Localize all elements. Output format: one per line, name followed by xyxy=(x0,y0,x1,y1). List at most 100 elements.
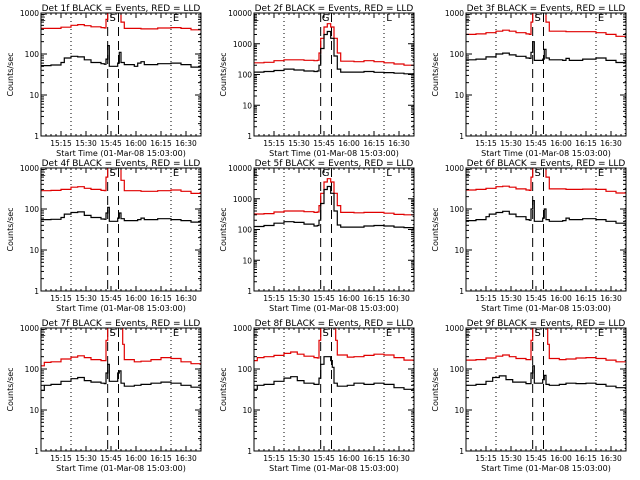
y-tick-label: 1000 xyxy=(233,195,252,204)
chart-title: Det 5f BLACK = Events, RED = LLD xyxy=(255,159,414,169)
chart-panel-3: Det 3f BLACK = Events, RED = LLD 1 10 100 10… xyxy=(431,4,627,158)
series-line-events xyxy=(466,200,626,224)
x-tick-label: 15:15 xyxy=(263,139,285,148)
x-axis-label: Start Time (01-Mar-08 15:03:00) xyxy=(269,149,399,158)
plot-frame xyxy=(465,12,627,137)
y-tick-label: 10 xyxy=(242,101,252,110)
interval-marker-s: S xyxy=(534,13,540,24)
x-tick-label: 16:15 xyxy=(150,454,172,463)
x-tick-label: 15:45 xyxy=(525,139,547,148)
y-tick-label: 10 xyxy=(29,406,39,415)
x-tick-label: 16:30 xyxy=(175,139,197,148)
chart-title: Det 6f BLACK = Events, RED = LLD xyxy=(467,159,626,169)
y-tick-label: 10 xyxy=(454,91,464,100)
series-line-events xyxy=(254,30,414,75)
interval-marker-e: E xyxy=(598,328,604,339)
y-tick-label: 1 xyxy=(247,447,252,456)
series-line-lld xyxy=(41,13,201,31)
chart-panel-8: Det 8f BLACK = Events, RED = LLD 1 10 100 10… xyxy=(219,319,415,473)
y-tick-label: 10000 xyxy=(228,9,252,18)
interval-marker-e: E xyxy=(465,168,471,179)
x-tick-label: 16:30 xyxy=(388,139,410,148)
y-tick-label: 1 xyxy=(34,132,39,141)
y-tick-label: 1000 xyxy=(445,9,464,18)
y-tick-label: 100 xyxy=(450,50,465,59)
x-tick-label: 16:00 xyxy=(125,294,147,303)
y-axis-label: Counts/sec xyxy=(6,52,15,96)
x-tick-label: 15:15 xyxy=(50,454,72,463)
interval-marker-l: L xyxy=(386,168,392,179)
x-tick-label: 15:30 xyxy=(288,454,310,463)
interval-marker-e: E xyxy=(598,168,604,179)
x-tick-label: 16:00 xyxy=(125,454,147,463)
x-axis-label: Start Time (01-Mar-08 15:03:00) xyxy=(56,304,186,313)
y-axis-label: Counts/sec xyxy=(219,207,228,251)
plot-frame xyxy=(40,327,202,452)
chart-title: Det 1f BLACK = Events, RED = LLD xyxy=(42,4,201,14)
x-tick-label: 16:15 xyxy=(575,454,597,463)
plot-frame xyxy=(465,167,627,292)
x-tick-label: 15:45 xyxy=(100,294,122,303)
x-tick-label: 16:30 xyxy=(600,139,622,148)
y-tick-label: 10 xyxy=(454,406,464,415)
x-axis-label: Start Time (01-Mar-08 15:03:00) xyxy=(269,464,399,473)
x-axis-label: Start Time (01-Mar-08 15:03:00) xyxy=(269,304,399,313)
x-tick-label: 16:30 xyxy=(388,454,410,463)
y-tick-label: 1000 xyxy=(445,324,464,333)
x-tick-label: 16:00 xyxy=(550,139,572,148)
x-axis-label: Start Time (01-Mar-08 15:03:00) xyxy=(481,149,611,158)
series-line-events xyxy=(254,185,414,229)
series-line-events xyxy=(41,206,201,223)
x-tick-label: 16:15 xyxy=(150,294,172,303)
x-tick-label: 15:15 xyxy=(475,139,497,148)
interval-marker-e: E xyxy=(40,13,46,24)
plot-frame xyxy=(40,167,202,292)
y-tick-label: 1 xyxy=(459,287,464,296)
series-line-events xyxy=(41,44,201,68)
y-tick-label: 10 xyxy=(242,256,252,265)
series-line-lld xyxy=(254,178,414,216)
x-tick-label: 16:00 xyxy=(550,454,572,463)
interval-marker-l: L xyxy=(253,168,259,179)
y-tick-label: 100 xyxy=(450,205,465,214)
x-tick-label: 16:30 xyxy=(600,294,622,303)
y-axis-label: Counts/sec xyxy=(6,367,15,411)
y-tick-label: 1000 xyxy=(233,324,252,333)
x-tick-label: 15:15 xyxy=(475,454,497,463)
chart-title: Det 7f BLACK = Events, RED = LLD xyxy=(42,319,201,329)
x-tick-label: 16:00 xyxy=(550,294,572,303)
x-tick-label: 15:45 xyxy=(525,294,547,303)
x-axis-label: Start Time (01-Mar-08 15:03:00) xyxy=(481,304,611,313)
interval-marker-e: E xyxy=(173,328,179,339)
chart-panel-1: Det 1f BLACK = Events, RED = LLD 1 10 100 10… xyxy=(6,4,202,158)
chart-panel-9: Det 9f BLACK = Events, RED = LLD 1 10 100 10… xyxy=(431,319,627,473)
series-line-lld xyxy=(254,23,414,66)
x-tick-label: 15:30 xyxy=(500,139,522,148)
y-axis-label: Counts/sec xyxy=(431,367,440,411)
x-tick-label: 15:30 xyxy=(75,454,97,463)
interval-marker-l: L xyxy=(386,13,392,24)
x-tick-label: 16:15 xyxy=(363,454,385,463)
x-tick-label: 15:30 xyxy=(500,454,522,463)
interval-marker-s: S xyxy=(109,168,115,179)
y-tick-label: 10 xyxy=(29,246,39,255)
chart-title: Det 3f BLACK = Events, RED = LLD xyxy=(467,4,626,14)
interval-marker-l: L xyxy=(253,13,259,24)
y-tick-label: 1000 xyxy=(445,164,464,173)
chart-panel-5: Det 5f BLACK = Events, RED = LLD 1 10 100 10… xyxy=(219,159,415,313)
y-tick-label: 1 xyxy=(34,287,39,296)
x-tick-label: 15:30 xyxy=(75,294,97,303)
x-tick-label: 16:15 xyxy=(150,139,172,148)
series-line-events xyxy=(466,41,626,64)
series-line-lld xyxy=(254,328,414,362)
y-axis-label: Counts/sec xyxy=(431,52,440,96)
series-line-lld xyxy=(466,13,626,37)
x-tick-label: 16:15 xyxy=(575,139,597,148)
series-line-lld xyxy=(466,168,626,194)
y-axis-label: Counts/sec xyxy=(219,367,228,411)
y-tick-label: 1 xyxy=(247,287,252,296)
interval-marker-e: E xyxy=(40,168,46,179)
x-tick-label: 16:30 xyxy=(600,454,622,463)
chart-title: Det 4f BLACK = Events, RED = LLD xyxy=(42,159,201,169)
